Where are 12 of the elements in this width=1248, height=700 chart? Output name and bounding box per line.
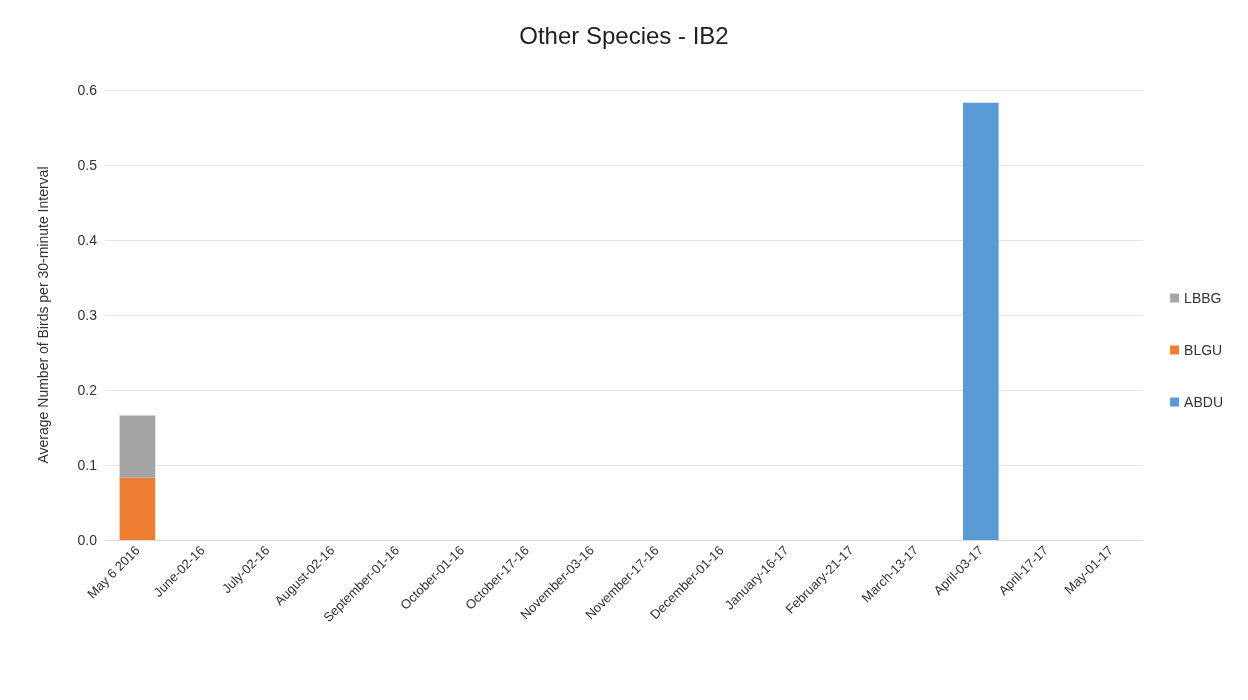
legend-label: LBBG xyxy=(1184,290,1222,306)
y-tick-label: 0.1 xyxy=(77,457,98,473)
chart-title: Other Species - IB2 xyxy=(519,21,729,49)
y-tick-label: 0.4 xyxy=(77,232,98,248)
legend-label: BLGU xyxy=(1184,342,1223,358)
y-tick-label: 0.0 xyxy=(77,532,98,548)
y-tick-label: 0.2 xyxy=(77,382,98,398)
legend-label: ABDU xyxy=(1184,394,1224,410)
y-tick-label: 0.3 xyxy=(77,307,98,323)
y-tick-label: 0.5 xyxy=(77,157,98,173)
y-tick-label: 0.6 xyxy=(77,82,98,98)
y-axis-title: Average Number of Birds per 30-minute Interval xyxy=(35,166,51,464)
